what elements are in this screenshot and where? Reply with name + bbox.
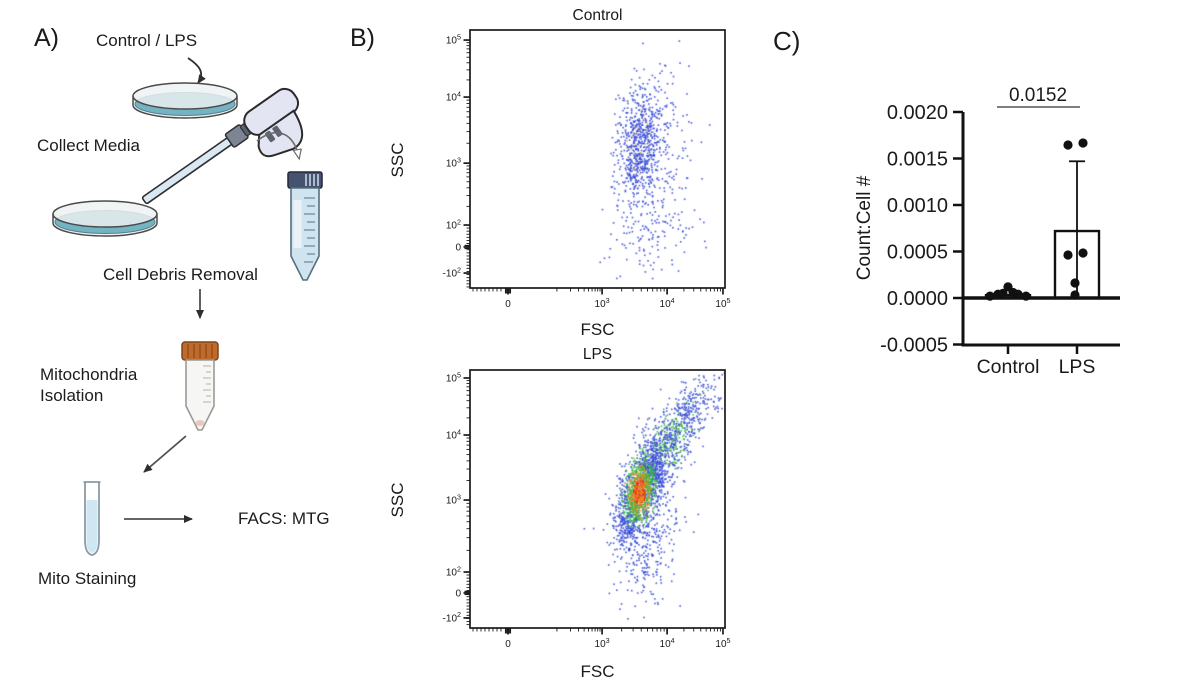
p-value: 0.0152: [1009, 85, 1067, 106]
x-tick-label: 105: [715, 636, 730, 650]
x-tick-label: 103: [595, 636, 610, 650]
data-point: [1063, 140, 1073, 150]
y-tick-label: 0.0015: [887, 149, 948, 171]
step-debris-removal: Cell Debris Removal: [103, 265, 258, 284]
flow-plot-control-xlabel: FSC: [580, 320, 615, 339]
data-point: [1070, 290, 1080, 300]
arrow-to-collection-tube: [256, 131, 299, 158]
y-tick-label: 0: [455, 242, 461, 253]
pipettor: [141, 87, 304, 205]
flow-plot-lps-axes: 0 103 104 105 105 104 103 102 0 -102: [443, 369, 731, 650]
y-tick-label: 102: [446, 564, 461, 578]
step-mito-isolation: Mitochondria Isolation: [40, 365, 138, 406]
y-tick-label: 104: [446, 427, 461, 441]
y-tick-label: 0.0010: [887, 195, 948, 217]
data-point: [1078, 248, 1088, 258]
arrow-isolation-to-staining: [143, 435, 187, 473]
arrow-treatment-to-dish: [187, 57, 206, 84]
y-tick-label: 0.0005: [887, 242, 948, 264]
x-tick-label: 0: [505, 299, 511, 310]
step-treatment: Control / LPS: [96, 31, 198, 50]
data-point: [1063, 250, 1073, 260]
y-tick-label: -0.0005: [880, 335, 948, 357]
panel-c-label: C): [773, 26, 801, 56]
bar-ylabel: Count:Cell #: [854, 175, 875, 280]
step-collect-media: Collect Media: [37, 136, 140, 155]
data-point: [1013, 289, 1023, 299]
plot-frame: [469, 29, 726, 289]
flow-plot-lps-points: [470, 370, 725, 628]
data-point: [1070, 278, 1080, 288]
x-tick-label: 105: [715, 296, 730, 310]
y-tick-label: 103: [446, 155, 461, 169]
y-tick-label: -102: [443, 265, 461, 279]
x-tick-label: 103: [595, 296, 610, 310]
y-tick-label: 105: [446, 32, 461, 46]
y-tick-label: 0: [455, 588, 461, 599]
flow-plot-lps-title: LPS: [582, 346, 613, 363]
panel-a-label: A): [34, 24, 59, 52]
bar-chart: 0.0020 0.0015 0.0010 0.0005 0.0000 -0.0005 Cou…: [854, 85, 1120, 378]
collection-tube: [287, 171, 323, 281]
x-tick-label: 104: [660, 636, 675, 650]
y-tick-label: 104: [446, 89, 461, 103]
y-tick-label: 103: [446, 492, 461, 506]
y-tick-label: -102: [443, 610, 461, 624]
flow-plot-control-points: [470, 30, 725, 288]
staining-tube: [83, 481, 101, 556]
y-tick-label: 102: [446, 217, 461, 231]
petri-dish-bottom: [52, 200, 158, 237]
category-label: LPS: [1059, 356, 1096, 378]
flow-plot-lps-xlabel: FSC: [580, 662, 615, 681]
x-tick-label: 104: [660, 296, 675, 310]
flow-plot-lps-ylabel: SSC: [388, 482, 407, 518]
panel-b-label: B): [350, 24, 375, 52]
y-tick-label: 0.0000: [887, 288, 948, 310]
petri-dish-top: [132, 82, 238, 119]
flow-plot-control-title: Control: [572, 7, 623, 24]
flow-plot-control-axes: 0 103 104 105 105 104 103 102 0 -102: [443, 29, 731, 310]
data-point: [985, 291, 995, 301]
x-tick-label: 0: [505, 639, 511, 650]
plot-frame: [469, 369, 726, 629]
step-mito-staining: Mito Staining: [38, 569, 137, 588]
isolation-tube: [181, 341, 219, 431]
data-point: [998, 288, 1008, 298]
data-point: [1078, 138, 1088, 148]
flow-plot-control-ylabel: SSC: [388, 142, 407, 178]
step-facs: FACS: MTG: [238, 509, 330, 528]
data-point: [1021, 291, 1031, 301]
y-tick-label: 105: [446, 370, 461, 384]
category-label: Control: [977, 356, 1040, 378]
y-tick-label: 0.0020: [887, 102, 948, 124]
